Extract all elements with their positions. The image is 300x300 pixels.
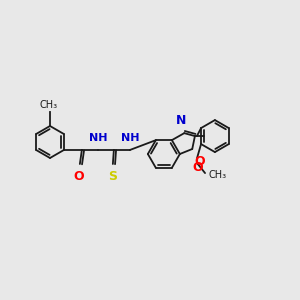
Text: CH₃: CH₃ [208, 170, 226, 180]
Text: CH₃: CH₃ [40, 100, 58, 110]
Text: O: O [193, 161, 203, 174]
Text: N: N [176, 114, 186, 127]
Text: NH: NH [121, 133, 139, 143]
Text: O: O [74, 170, 84, 183]
Text: NH: NH [88, 133, 107, 143]
Text: O: O [194, 155, 205, 168]
Text: S: S [108, 170, 117, 183]
